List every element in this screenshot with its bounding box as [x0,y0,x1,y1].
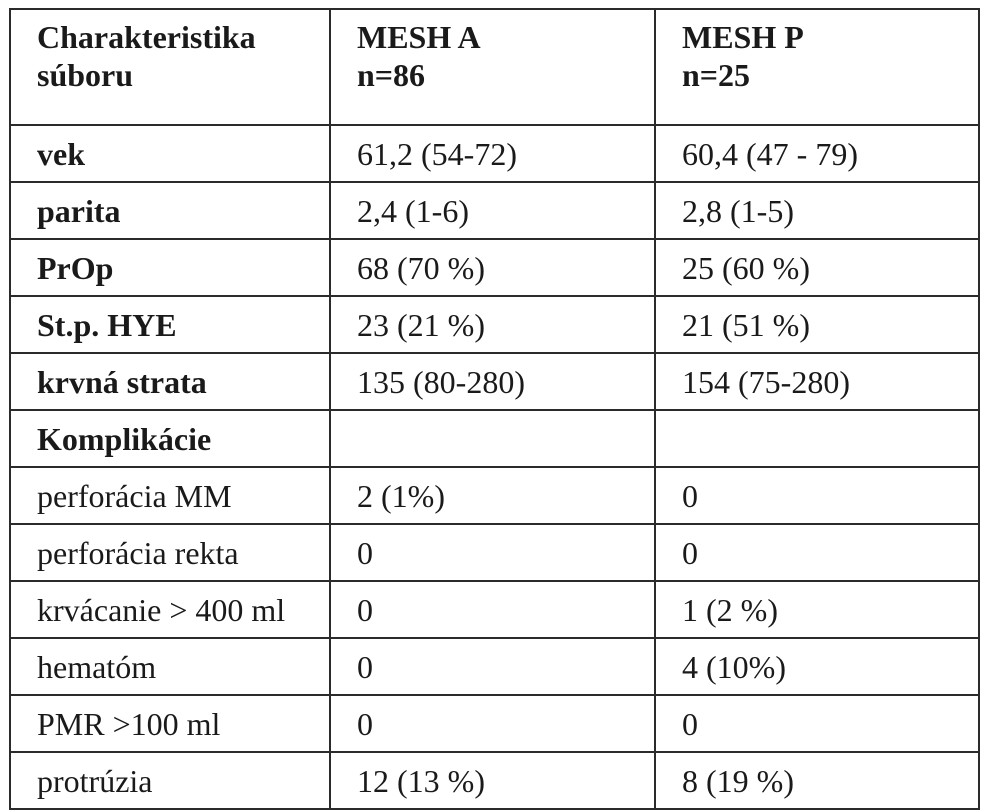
table-row: St.p. HYE 23 (21 %) 21 (51 %) [9,295,980,354]
header-mesh-a-count: n=86 [357,57,426,93]
cell-mesh-a: 135 (80-280) [329,352,656,411]
header-mesh-p-count: n=25 [682,57,751,93]
cell-mesh-a: 0 [329,523,656,582]
table-row: vek 61,2 (54-72) 60,4 (47 - 79) [9,124,980,183]
table-row: krvácanie > 400 ml 0 1 (2 %) [9,580,980,639]
cell-mesh-a [329,409,656,468]
cell-mesh-a: 61,2 (54-72) [329,124,656,183]
cell-mesh-a: 0 [329,580,656,639]
characteristics-table: Charakteristika súboru MESH A n=86 MESH … [9,8,980,810]
cell-mesh-p: 60,4 (47 - 79) [654,124,980,183]
table-row: parita 2,4 (1-6) 2,8 (1-5) [9,181,980,240]
cell-mesh-a: 0 [329,637,656,696]
cell-mesh-a: 2,4 (1-6) [329,181,656,240]
cell-mesh-p: 1 (2 %) [654,580,980,639]
table-row: hematóm 0 4 (10%) [9,637,980,696]
table-row: protrúzia 12 (13 %) 8 (19 %) [9,751,980,810]
row-label: PMR >100 ml [9,694,331,753]
row-label: PrOp [9,238,331,297]
cell-mesh-a: 0 [329,694,656,753]
table-container: Charakteristika súboru MESH A n=86 MESH … [9,8,980,810]
row-label: perforácia rekta [9,523,331,582]
row-label: St.p. HYE [9,295,331,354]
row-label: parita [9,181,331,240]
cell-mesh-p: 154 (75-280) [654,352,980,411]
row-label: protrúzia [9,751,331,810]
table-row: perforácia MM 2 (1%) 0 [9,466,980,525]
row-label: vek [9,124,331,183]
header-mesh-a: MESH A n=86 [329,8,656,126]
row-label: Komplikácie [9,409,331,468]
cell-mesh-a: 12 (13 %) [329,751,656,810]
table-row: PrOp 68 (70 %) 25 (60 %) [9,238,980,297]
header-mesh-p-title: MESH P [682,19,804,55]
row-label: krvácanie > 400 ml [9,580,331,639]
cell-mesh-p: 2,8 (1-5) [654,181,980,240]
cell-mesh-p: 0 [654,466,980,525]
header-characteristic-line2: súboru [37,57,134,93]
cell-mesh-p: 4 (10%) [654,637,980,696]
header-characteristic-line1: Charakteristika [37,19,256,55]
header-characteristic: Charakteristika súboru [9,8,331,126]
row-label: perforácia MM [9,466,331,525]
table-row: perforácia rekta 0 0 [9,523,980,582]
cell-mesh-p [654,409,980,468]
cell-mesh-p: 8 (19 %) [654,751,980,810]
table-header-row: Charakteristika súboru MESH A n=86 MESH … [9,8,980,126]
cell-mesh-p: 0 [654,694,980,753]
header-mesh-a-title: MESH A [357,19,481,55]
cell-mesh-a: 68 (70 %) [329,238,656,297]
cell-mesh-a: 23 (21 %) [329,295,656,354]
table-row: krvná strata 135 (80-280) 154 (75-280) [9,352,980,411]
cell-mesh-a: 2 (1%) [329,466,656,525]
row-label: hematóm [9,637,331,696]
table-row: PMR >100 ml 0 0 [9,694,980,753]
cell-mesh-p: 0 [654,523,980,582]
header-mesh-p: MESH P n=25 [654,8,980,126]
cell-mesh-p: 21 (51 %) [654,295,980,354]
table-row: Komplikácie [9,409,980,468]
cell-mesh-p: 25 (60 %) [654,238,980,297]
row-label: krvná strata [9,352,331,411]
